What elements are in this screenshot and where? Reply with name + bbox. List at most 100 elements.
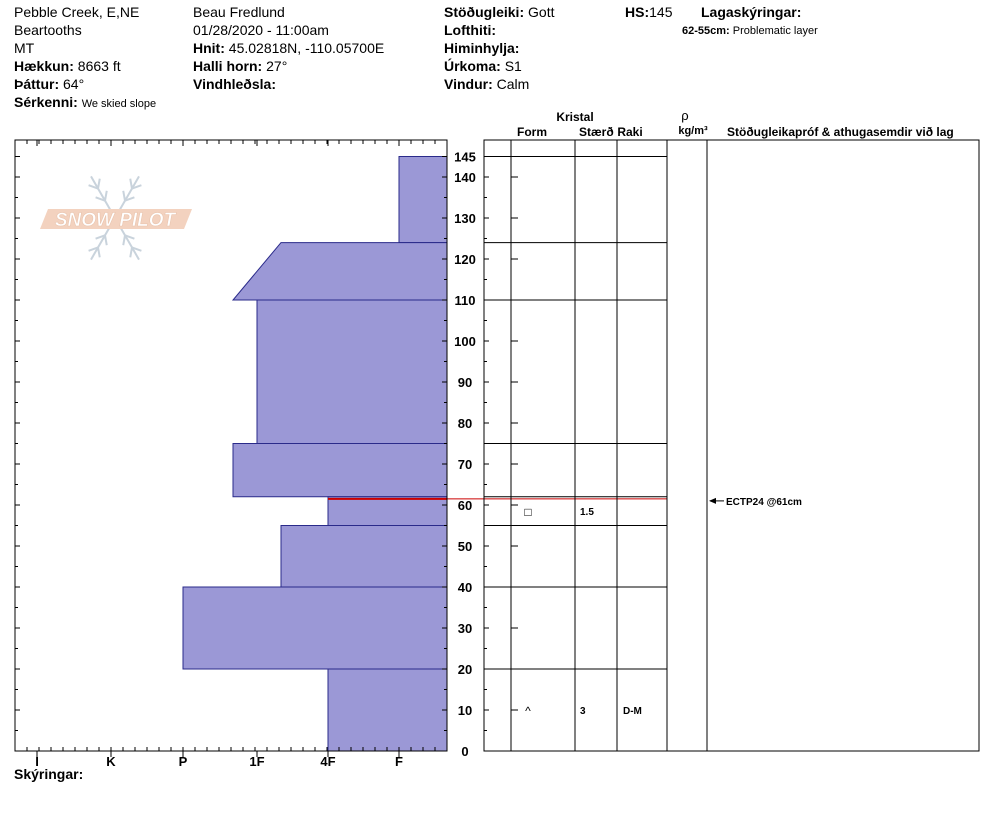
logo-banner: [40, 209, 192, 229]
logo-flake-branch: [95, 196, 106, 202]
elevation-value: 8663 ft: [77, 58, 121, 74]
wind-loading-label: Vindhleðsla:: [193, 76, 276, 92]
y-tick-label: 70: [458, 457, 472, 472]
header-comments: Stöðugleikapróf & athugasemdir við lag: [727, 125, 954, 139]
x-tick-label: P: [179, 754, 188, 769]
header-size: Stærð: [579, 125, 614, 139]
observer: Beau Fredlund: [193, 4, 285, 20]
logo-flake-branch: [131, 184, 142, 190]
y-tick-label: 120: [454, 252, 476, 267]
notes: Sérkenni: We skied slope: [14, 93, 156, 113]
air-temp-label: Lofthiti:: [444, 22, 497, 38]
wind-label: Vindur:: [444, 76, 493, 92]
hs-label: HS:: [625, 4, 650, 20]
x-axis: I K P 1F 4F F: [26, 140, 436, 769]
logo-flake-branch: [97, 247, 101, 258]
layer-notes-title: Lagaskýringar:: [701, 3, 801, 21]
precip-value: S1: [504, 58, 522, 74]
chart-frame: [14, 139, 980, 752]
datetime: 01/28/2020 - 11:00am: [193, 22, 329, 38]
logo-flake-branch: [131, 246, 142, 252]
layer-notes-label: Lagaskýringar:: [701, 4, 802, 20]
air-temp: Lofthiti:: [444, 21, 496, 39]
header-density-unit: kg/m³: [678, 125, 708, 137]
x-tick-label: F: [395, 754, 403, 769]
notes-label: Sérkenni:: [14, 94, 78, 110]
hardness-layer: [256, 299, 448, 444]
logo-flake-branch: [104, 235, 108, 246]
snowpilot-logo: SNOW PILOT: [40, 175, 192, 261]
layer-note: 62-55cm: Problematic layer: [682, 22, 818, 40]
x-tick-label: 1F: [249, 754, 264, 769]
location-line2: Beartooths: [14, 22, 82, 38]
table-frame: [483, 139, 980, 752]
hardness-layer: [231, 242, 448, 301]
aspect: Þáttur: 64°: [14, 75, 84, 93]
logo-flake-branch: [124, 234, 135, 240]
slope-value: 27°: [266, 58, 288, 74]
x-tick-label: K: [106, 754, 116, 769]
wind-loading: Vindhleðsla:: [193, 75, 276, 93]
hardness-layer: [182, 586, 448, 670]
logo-flake-branch: [97, 178, 101, 189]
hardness-layer: [327, 668, 448, 752]
header-form: Form: [517, 125, 547, 139]
y-tick-label: 90: [458, 375, 472, 390]
slope-label: Halli horn:: [193, 58, 263, 74]
y-tick-label: 100: [454, 334, 476, 349]
logo-flake-branch: [129, 178, 133, 189]
crystal-table: Kristal Form Stærð Raki ρ kg/m³ Stöðugleikapró…: [484, 108, 954, 752]
header-rho: ρ: [681, 108, 688, 123]
stability: Stöðugleiki: Gott: [444, 3, 554, 21]
logo-flake-branch: [88, 184, 99, 190]
snow-height: HS:145: [625, 3, 672, 21]
header-crystal: Kristal: [556, 110, 593, 124]
logo-flake-branch: [129, 247, 133, 258]
hardness-layer: [327, 496, 448, 526]
header-moisture: Raki: [617, 125, 642, 139]
y-tick-label: 0: [461, 744, 468, 759]
y-axis: 0 10 20 30 40 50 60 70 80 90 100 110 120 130 140 145: [15, 150, 518, 759]
coords-label: Hnit:: [193, 40, 225, 56]
elevation-label: Hækkun:: [14, 58, 74, 74]
wind: Vindur: Calm: [444, 75, 529, 93]
y-tick-label: 60: [458, 498, 472, 513]
layer-note-text: Problematic layer: [732, 25, 818, 37]
logo-flake-branch: [122, 235, 126, 246]
legend-label-text: Skýringar:: [14, 766, 84, 782]
slope-angle: Halli horn: 27°: [193, 57, 287, 75]
elevation: Hækkun: 8663 ft: [14, 57, 121, 75]
stability-label: Stöðugleiki:: [444, 4, 525, 20]
crystal-form-symbol: ^: [525, 704, 531, 718]
logo-text: SNOW PILOT: [55, 210, 177, 231]
sky-label: Himinhylja:: [444, 40, 520, 56]
logo-flake-branch: [104, 190, 108, 201]
aspect-label: Þáttur:: [14, 76, 60, 92]
x-tick-label: 4F: [320, 754, 335, 769]
crystal-moisture: D-M: [623, 706, 642, 717]
y-tick-label: 30: [458, 621, 472, 636]
y-tick-label: 130: [454, 211, 476, 226]
hs-value: 145: [649, 4, 673, 20]
y-tick-label: 20: [458, 662, 472, 677]
legend-label: Skýringar:: [14, 765, 83, 783]
notes-value: We skied slope: [81, 98, 157, 110]
y-tick-label: 50: [458, 539, 472, 554]
sky-cover: Himinhylja:: [444, 39, 519, 57]
x-tick-label: I: [35, 754, 39, 769]
hardness-layer: [232, 443, 448, 498]
logo-flake-branch: [122, 190, 126, 201]
stability-value: Gott: [528, 4, 555, 20]
y-tick-label: 80: [458, 416, 472, 431]
location-line3: MT: [14, 40, 35, 56]
precipitation: Úrkoma: S1: [444, 57, 522, 75]
location-line1: Pebble Creek, E,NE: [14, 4, 140, 20]
layer-note-range: 62-55cm:: [682, 25, 730, 37]
test-result: ECTP24 @61cm: [726, 497, 802, 508]
wind-value: Calm: [496, 76, 530, 92]
hardness-layer: [398, 156, 448, 244]
crystal-size: 3: [580, 706, 586, 717]
y-tick-label: 10: [458, 703, 472, 718]
logo-flake-branch: [88, 246, 99, 252]
